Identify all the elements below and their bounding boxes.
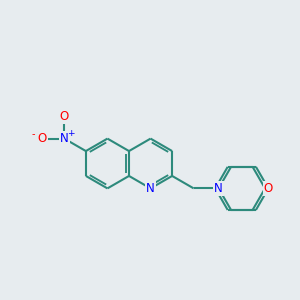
Text: O: O: [37, 132, 46, 145]
Text: O: O: [264, 182, 273, 195]
Text: N: N: [214, 182, 223, 195]
Text: N: N: [214, 182, 223, 195]
Text: N: N: [146, 182, 155, 195]
Text: O: O: [60, 110, 69, 123]
Text: -: -: [32, 129, 35, 139]
Text: +: +: [67, 129, 75, 138]
Text: N: N: [60, 132, 69, 145]
